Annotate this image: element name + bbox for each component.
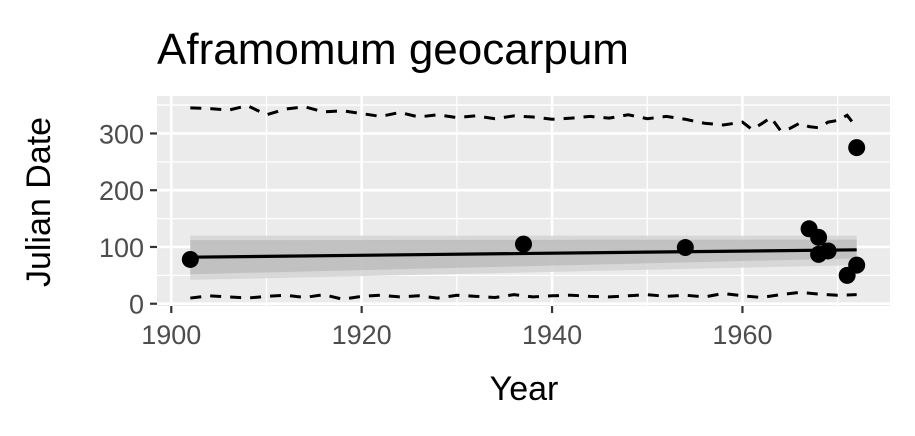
data-point — [848, 139, 866, 157]
dashed-bounds — [190, 104, 858, 301]
data-point — [810, 228, 828, 246]
minor-gridlines — [157, 96, 890, 306]
trend-line-group — [190, 248, 857, 259]
y-tick-label: 0 — [129, 290, 144, 320]
data-point — [848, 256, 866, 274]
y-tick-label: 100 — [99, 233, 144, 263]
data-points — [181, 139, 866, 284]
x-tick-label: 1900 — [141, 320, 201, 350]
x-tick-label: 1920 — [332, 320, 392, 350]
trend-line — [190, 248, 857, 259]
data-point — [181, 250, 199, 268]
y-axis: 0 100 200 300 — [99, 119, 157, 320]
upper-dashed-line — [190, 104, 858, 133]
data-point — [676, 239, 694, 257]
y-tick-label: 200 — [99, 176, 144, 206]
data-point — [515, 235, 532, 253]
y-tick-label: 300 — [99, 119, 144, 149]
x-tick-label: 1960 — [712, 320, 772, 350]
x-axis-label: Year — [490, 370, 559, 408]
x-tick-label: 1940 — [522, 320, 582, 350]
x-axis: 1900 1920 1940 1960 — [141, 306, 772, 350]
data-point — [819, 242, 837, 260]
chart-title: Aframomum geocarpum — [157, 25, 629, 74]
y-axis-label: Julian Date — [20, 117, 58, 287]
